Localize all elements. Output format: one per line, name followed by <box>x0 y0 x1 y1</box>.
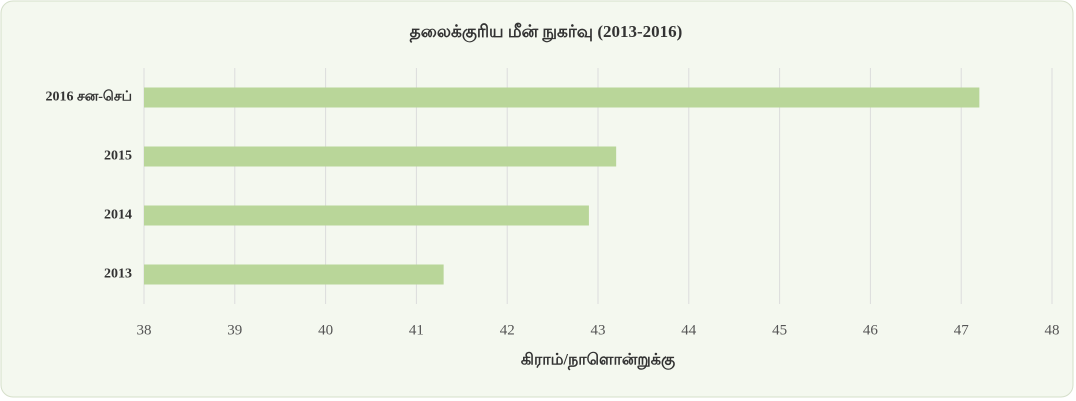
chart-title: தலைக்குரிய மீன் நுகர்வு (2013-2016) <box>410 22 683 42</box>
bar <box>144 146 617 167</box>
y-tick-label: 2015 <box>104 149 132 164</box>
x-tick-label: 40 <box>318 322 333 338</box>
x-tick-label: 42 <box>500 322 515 338</box>
x-tick-label: 47 <box>954 322 970 338</box>
bar <box>144 205 589 226</box>
x-tick-label: 44 <box>681 322 697 338</box>
bar <box>144 87 980 108</box>
x-tick-label: 39 <box>227 322 242 338</box>
x-tick-label: 46 <box>863 322 879 338</box>
y-tick-label: 2016 சன-செப் <box>45 89 132 105</box>
y-tick-label: 2013 <box>104 267 132 282</box>
x-tick-label: 41 <box>409 322 424 338</box>
x-tick-label: 45 <box>772 322 787 338</box>
x-tick-label: 48 <box>1045 322 1060 338</box>
x-axis-label: கிராம்/நாளொன்றுக்கு <box>521 352 675 371</box>
bar <box>144 264 444 285</box>
y-tick-label: 2014 <box>104 208 132 223</box>
x-tick-label: 38 <box>137 322 152 338</box>
x-tick-label: 43 <box>591 322 606 338</box>
